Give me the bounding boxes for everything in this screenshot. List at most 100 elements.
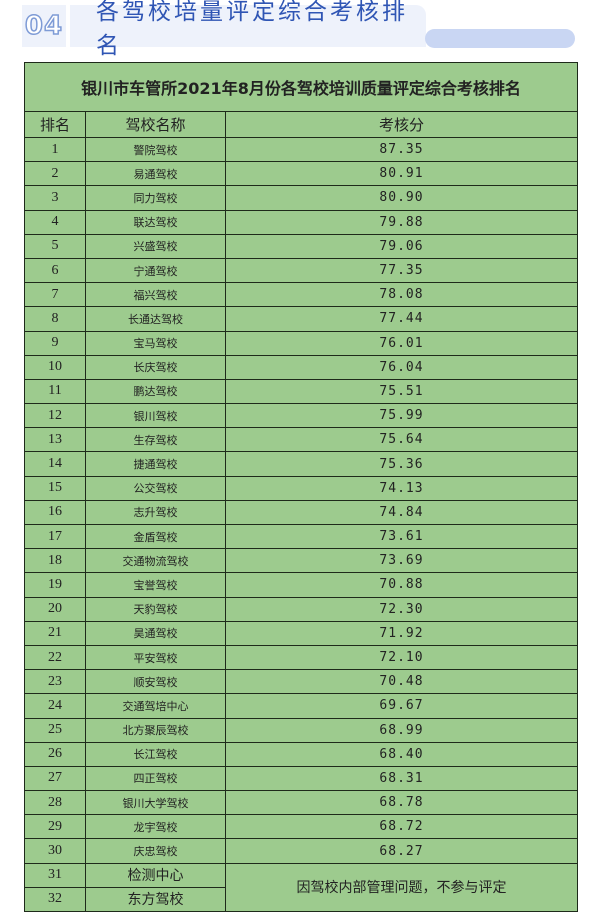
table-row: 13 生存驾校 75.64 [24,427,578,453]
table-row: 19 宝誉驾校 70.88 [24,572,578,598]
rank-cell: 28 [24,790,86,816]
section-title: 各驾校培量评定综合考核排名 [70,0,426,59]
score-cell: 70.88 [225,572,578,598]
rank-cell: 13 [24,427,86,453]
rank-cell: 20 [24,596,86,622]
table-row: 28 银川大学驾校 68.78 [24,790,578,816]
score-cell: 76.04 [225,354,578,380]
rank-cell: 1 [24,136,86,163]
rank-cell: 18 [24,548,86,574]
table-row: 23 顺安驾校 70.48 [24,669,578,695]
score-cell: 68.27 [225,838,578,864]
school-name-cell: 银川大学驾校 [85,790,226,816]
table-row: 16 志升驾校 74.84 [24,499,578,526]
table-row: 1 警院驾校 87.35 [24,136,578,163]
table-row-excluded: 31 检测中心 因驾校内部管理问题，不参与评定 [24,862,578,912]
score-cell: 75.99 [225,403,578,429]
rank-cell: 25 [24,717,86,743]
score-cell: 74.13 [225,475,578,501]
table-row: 21 昊通驾校 71.92 [24,620,578,646]
score-cell: 68.78 [225,790,578,816]
score-cell: 68.40 [225,741,578,767]
rank-cell: 22 [24,644,86,671]
table-row: 7 福兴驾校 78.08 [24,282,578,308]
rank-cell: 31 [24,862,86,888]
school-name-cell: 捷通驾校 [85,451,226,477]
school-name-cell: 长庆驾校 [85,354,226,380]
score-cell: 72.30 [225,596,578,622]
school-name-cell: 北方聚辰驾校 [85,717,226,743]
school-name-cell: 易通驾校 [85,161,226,187]
school-name-cell: 金盾驾校 [85,523,226,550]
rank-cell: 15 [24,475,86,501]
rank-cell: 2 [24,161,86,187]
score-cell: 77.35 [225,257,578,284]
score-cell: 68.72 [225,814,578,840]
score-cell: 69.67 [225,693,578,719]
school-name-cell: 兴盛驾校 [85,233,226,259]
school-name-cell: 生存驾校 [85,427,226,453]
table-row-excluded: 32 东方驾校 [24,886,578,912]
table-row: 29 龙宇驾校 68.72 [24,814,578,840]
table-row: 14 捷通驾校 75.36 [24,451,578,477]
table-row: 12 银川驾校 75.99 [24,403,578,429]
school-name-cell: 检测中心 [85,862,226,888]
school-name-cell: 宝誉驾校 [85,572,226,598]
school-name-cell: 交通物流驾校 [85,548,226,574]
table-row: 8 长通达驾校 77.44 [24,306,578,332]
school-name-cell: 交通驾培中心 [85,693,226,719]
rank-cell: 29 [24,814,86,840]
school-name-cell: 鹏达驾校 [85,378,226,405]
rank-cell: 16 [24,499,86,526]
table-row: 22 平安驾校 72.10 [24,644,578,671]
score-cell: 68.99 [225,717,578,743]
section-number: 04 [22,5,66,47]
rank-cell: 12 [24,403,86,429]
table-row: 25 北方聚辰驾校 68.99 [24,717,578,743]
rank-cell: 17 [24,523,86,550]
school-name-cell: 志升驾校 [85,499,226,526]
school-name-cell: 庆忠驾校 [85,838,226,864]
table-row: 3 同力驾校 80.90 [24,185,578,211]
table-row: 26 长江驾校 68.40 [24,741,578,767]
column-header-name: 驾校名称 [85,111,226,138]
school-name-cell: 警院驾校 [85,136,226,163]
table-row: 18 交通物流驾校 73.69 [24,548,578,574]
rank-cell: 21 [24,620,86,646]
school-name-cell: 平安驾校 [85,644,226,671]
table-row: 11 鹏达驾校 75.51 [24,378,578,405]
table-title: 银川市车管所2021年8月份各驾校培训质量评定综合考核排名 [24,62,578,112]
score-cell: 87.35 [225,136,578,163]
rank-cell: 9 [24,330,86,356]
school-name-cell: 公交驾校 [85,475,226,501]
school-name-cell: 天豹驾校 [85,596,226,622]
table-row: 24 交通驾培中心 69.67 [24,693,578,719]
score-cell: 75.51 [225,378,578,405]
school-name-cell: 长江驾校 [85,741,226,767]
score-cell: 73.61 [225,523,578,550]
school-name-cell: 昊通驾校 [85,620,226,646]
table-row: 27 四正驾校 68.31 [24,765,578,792]
column-header-score: 考核分 [225,111,578,138]
score-cell: 71.92 [225,620,578,646]
school-name-cell: 福兴驾校 [85,282,226,308]
rank-cell: 26 [24,741,86,767]
rank-cell: 14 [24,451,86,477]
rank-cell: 10 [24,354,86,380]
score-cell: 73.69 [225,548,578,574]
ranking-table: 银川市车管所2021年8月份各驾校培训质量评定综合考核排名 排名 驾校名称 考核… [24,62,578,912]
table-row: 20 天豹驾校 72.30 [24,596,578,622]
school-name-cell: 东方驾校 [85,886,226,912]
school-name-cell: 顺安驾校 [85,669,226,695]
score-cell: 77.44 [225,306,578,332]
score-cell: 70.48 [225,669,578,695]
school-name-cell: 长通达驾校 [85,306,226,332]
decorative-pill [425,29,575,48]
score-cell: 79.06 [225,233,578,259]
table-row: 30 庆忠驾校 68.27 [24,838,578,864]
rank-cell: 4 [24,209,86,235]
rank-cell: 7 [24,282,86,308]
rank-cell: 11 [24,378,86,405]
score-cell: 80.91 [225,161,578,187]
rank-cell: 27 [24,765,86,792]
